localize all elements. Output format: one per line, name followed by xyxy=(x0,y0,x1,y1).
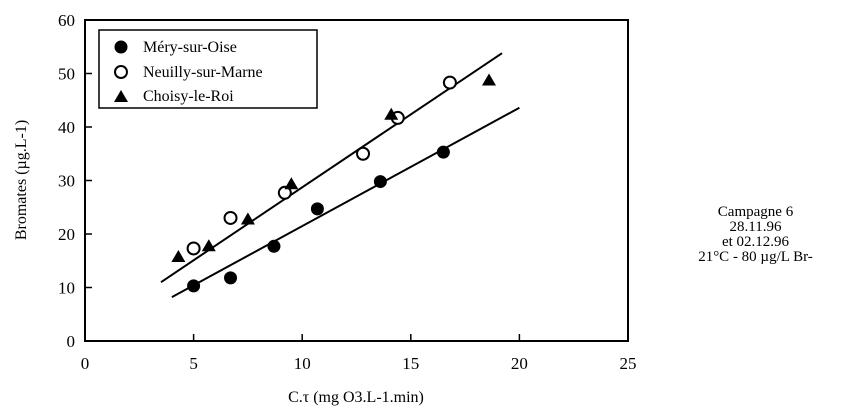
point-choisy-le-roi xyxy=(284,177,299,190)
fit-lines xyxy=(160,52,520,299)
legend-label-mery: Méry-sur-Oise xyxy=(143,39,237,56)
point-choisy-le-roi xyxy=(171,250,186,263)
experiment-annotation: Campagne 6 28.11.96 et 02.12.96 21°C - 8… xyxy=(678,205,833,265)
annotation-line-date2: et 02.12.96 xyxy=(721,234,790,250)
point-neuilly-sur-marne xyxy=(356,146,371,161)
point-neuilly-sur-marne xyxy=(223,210,238,225)
legend-box xyxy=(98,29,318,109)
x-tick-label: 15 xyxy=(402,354,419,373)
x-axis-ticks: 0 5 10 15 20 25 xyxy=(81,334,637,373)
point-mery-sur-oise xyxy=(224,271,238,285)
point-neuilly-sur-marne xyxy=(442,75,457,90)
x-tick-label: 25 xyxy=(620,354,637,373)
legend-marker-mery xyxy=(114,40,128,54)
y-tick-label: 10 xyxy=(58,279,75,298)
x-tick-label: 10 xyxy=(294,354,311,373)
fit-line xyxy=(160,52,503,283)
point-choisy-le-roi xyxy=(481,73,496,86)
fit-line xyxy=(171,106,520,299)
legend-label-choisy: Choisy-le-Roi xyxy=(143,88,234,105)
point-mery-sur-oise xyxy=(373,175,387,189)
point-choisy-le-roi xyxy=(240,212,255,225)
point-choisy-le-roi xyxy=(201,239,216,252)
legend: Méry-sur-Oise Neuilly-sur-Marne Choisy-l… xyxy=(98,29,318,109)
y-tick-label: 50 xyxy=(58,65,75,84)
y-tick-label: 0 xyxy=(67,332,76,351)
x-axis-label: C.τ (mg O3.L-1.min) xyxy=(288,389,424,406)
point-neuilly-sur-marne xyxy=(186,241,201,256)
legend-marker-neuilly xyxy=(114,65,128,79)
point-mery-sur-oise xyxy=(436,145,450,159)
annotation-line-campaign: Campagne 6 xyxy=(717,204,794,220)
point-mery-sur-oise xyxy=(267,239,281,253)
annotation-line-conditions: 21°C - 80 µg/L Br- xyxy=(698,249,813,265)
annotation-line-date1: 28.11.96 xyxy=(729,219,782,235)
point-mery-sur-oise xyxy=(187,279,201,293)
data-points xyxy=(171,73,496,293)
y-tick-label: 60 xyxy=(58,11,75,30)
y-tick-label: 20 xyxy=(58,225,75,244)
y-axis-ticks: 0 10 20 30 40 50 60 xyxy=(58,11,92,351)
y-tick-label: 30 xyxy=(58,172,75,191)
x-tick-label: 5 xyxy=(189,354,198,373)
y-tick-label: 40 xyxy=(58,118,75,137)
legend-label-neuilly: Neuilly-sur-Marne xyxy=(143,64,263,81)
point-mery-sur-oise xyxy=(310,202,324,216)
x-tick-label: 20 xyxy=(511,354,528,373)
point-choisy-le-roi xyxy=(384,107,399,120)
x-tick-label: 0 xyxy=(81,354,90,373)
legend-marker-choisy xyxy=(114,90,128,102)
point-neuilly-sur-marne xyxy=(277,185,292,200)
y-axis-label: Bromates (µg.L-1) xyxy=(13,120,30,240)
